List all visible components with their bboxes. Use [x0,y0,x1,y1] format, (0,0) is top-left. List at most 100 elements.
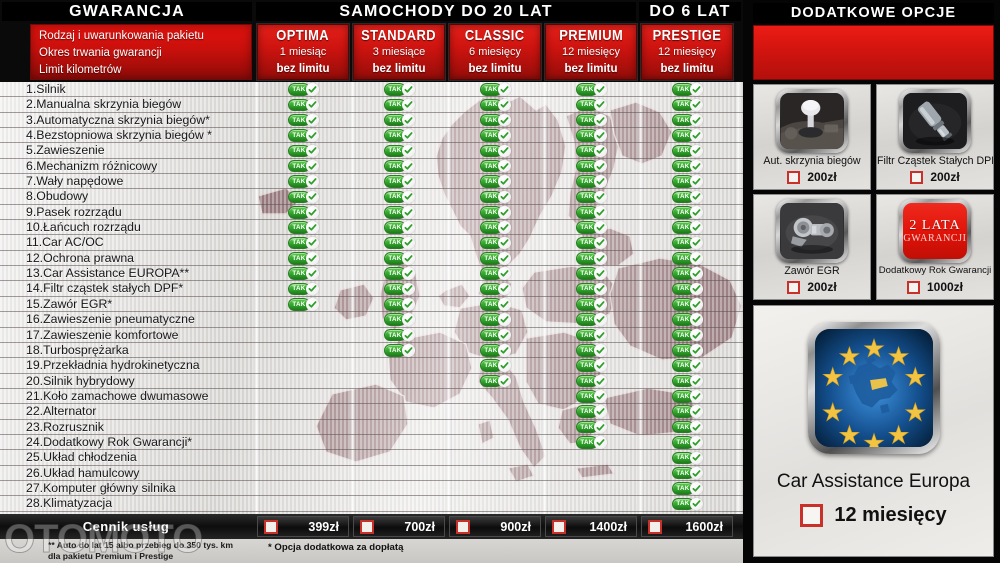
tak-label: TAK [480,252,502,265]
tak-badge: TAK [672,221,706,234]
check-icon [594,405,607,418]
package-limit: bez limitu [564,63,618,75]
coverage-cell: TAK [545,313,641,327]
option-price: 200zł [930,170,960,184]
option-price-row[interactable]: 200zł [754,280,870,294]
featured-option-checkbox[interactable] [800,504,824,527]
coverage-cell [257,329,353,343]
tak-label: TAK [672,313,694,326]
package-header-optima[interactable]: OPTIMA 1 miesiąc bez limitu [257,24,349,80]
check-icon [690,159,703,173]
check-icon [402,313,415,326]
tak-label: TAK [384,98,406,112]
option-card-automatic-gearbox[interactable]: Aut. skrzynia biegów 200zł [753,84,871,190]
tak-badge: TAK [384,159,418,173]
option-card-car-assistance-europa[interactable]: Car Assistance Europa 12 miesięcy [753,305,994,557]
check-icon [402,113,415,127]
option-price: 1000zł [926,280,964,294]
price-cell-classic[interactable]: 900zł [449,516,541,537]
price-checkbox[interactable] [552,520,566,534]
option-checkbox[interactable] [906,280,920,294]
table-row: 16.Zawieszenie pneumatyczne TAK TAK TAK TAK [0,312,743,328]
check-icon [498,267,511,280]
tak-badge: TAK [384,282,418,296]
price-checkbox[interactable] [264,520,278,534]
price-checkbox[interactable] [648,520,662,534]
coverage-cell: TAK [641,328,737,343]
feature-label: 24.Dodatkowy Rok Gwarancji* [26,434,193,449]
package-header-classic[interactable]: CLASSIC 6 miesięcy bez limitu [449,24,541,80]
coverage-cell [449,497,545,511]
coverage-cell: TAK [641,313,737,327]
option-price-row[interactable]: 200zł [877,170,993,184]
tak-badge: TAK [480,113,514,127]
table-row: 21.Koło zamachowe dwumasowe TAK TAK [0,389,743,405]
coverage-cell: TAK [545,282,641,296]
option-checkbox[interactable] [787,280,801,294]
check-icon [690,374,703,388]
tak-badge: TAK [480,206,514,219]
feature-label: 6.Mechanizm różnicowy [26,158,158,173]
check-icon [690,497,703,511]
package-limit: bez limitu [468,63,522,75]
table-row: 25.Układ chłodzenia TAK [0,450,743,466]
option-price-row[interactable]: 1000zł [877,280,993,294]
tak-label: TAK [672,190,694,204]
check-icon [690,466,703,480]
check-icon [690,298,703,311]
option-checkbox[interactable] [910,170,924,184]
tak-badge: TAK [288,98,322,112]
tak-badge: TAK [672,497,706,511]
tak-badge: TAK [480,298,514,311]
coverage-cell: TAK [353,267,449,281]
coverage-cell: TAK [353,98,449,112]
price-cell-premium[interactable]: 1400zł [545,516,637,537]
featured-option-price-row[interactable]: 12 miesięcy [754,504,993,527]
price-checkbox[interactable] [360,520,374,534]
coverage-cell: TAK [641,175,737,189]
coverage-cell: TAK [641,390,737,404]
coverage-cell: TAK [641,482,737,496]
coverage-cell: TAK [257,221,353,235]
price-checkbox[interactable] [456,520,470,534]
coverage-cell [545,497,641,511]
price-cell-standard[interactable]: 700zł [353,516,445,537]
option-checkbox[interactable] [787,170,801,184]
coverage-cell: TAK [353,144,449,158]
price-cell-optima[interactable]: 399zł [257,516,349,537]
option-card-dpf-filter[interactable]: Filtr Cząstek Stałych DPF 200zł [876,84,994,190]
coverage-cell [545,482,641,496]
coverage-cell [449,451,545,465]
package-header-standard[interactable]: STANDARD 3 miesiące bez limitu [353,24,445,80]
option-card-extra-warranty-year[interactable]: 2 LATA GWARANCJI Dodatkowy Rok Gwarancji… [876,194,994,300]
coverage-cell: TAK [353,113,449,128]
coverage-cell: TAK [257,236,353,250]
additional-options-panel: DODATKOWE OPCJE [747,0,1000,563]
coverage-cell [257,436,353,450]
price-cell-prestige[interactable]: 1600zł [641,516,733,537]
table-row: 2.Manualna skrzynia biegów TAK TAK TAK TAK TA… [0,97,743,113]
package-name: OPTIMA [276,27,330,44]
check-icon [690,267,703,280]
tak-label: TAK [288,129,310,142]
tak-badge: TAK [288,206,322,219]
criteria-line-mileage: Limit kilometrów [39,64,122,76]
check-icon [498,252,511,265]
coverage-cell: TAK [641,206,737,220]
tak-badge: TAK [576,359,610,372]
check-icon [306,113,319,127]
coverage-cell [353,375,449,389]
coverage-cell [353,405,449,419]
coverage-cell: TAK [641,344,737,358]
coverage-cell [545,467,641,481]
tak-badge: TAK [672,344,706,357]
check-icon [498,374,511,388]
package-header-premium[interactable]: PREMIUM 12 miesięcy bez limitu [545,24,637,80]
option-price-row[interactable]: 200zł [754,170,870,184]
warranty-badge-line2: GWARANCJI [903,232,967,244]
tak-badge: TAK [384,328,418,342]
option-card-egr-valve[interactable]: Zawór EGR 200zł [753,194,871,300]
tak-badge: TAK [384,129,418,142]
table-row: 15.Zawór EGR* TAK TAK TAK TAK TAK [0,297,743,313]
package-header-prestige[interactable]: PRESTIGE 12 miesięcy bez limitu [641,24,733,80]
